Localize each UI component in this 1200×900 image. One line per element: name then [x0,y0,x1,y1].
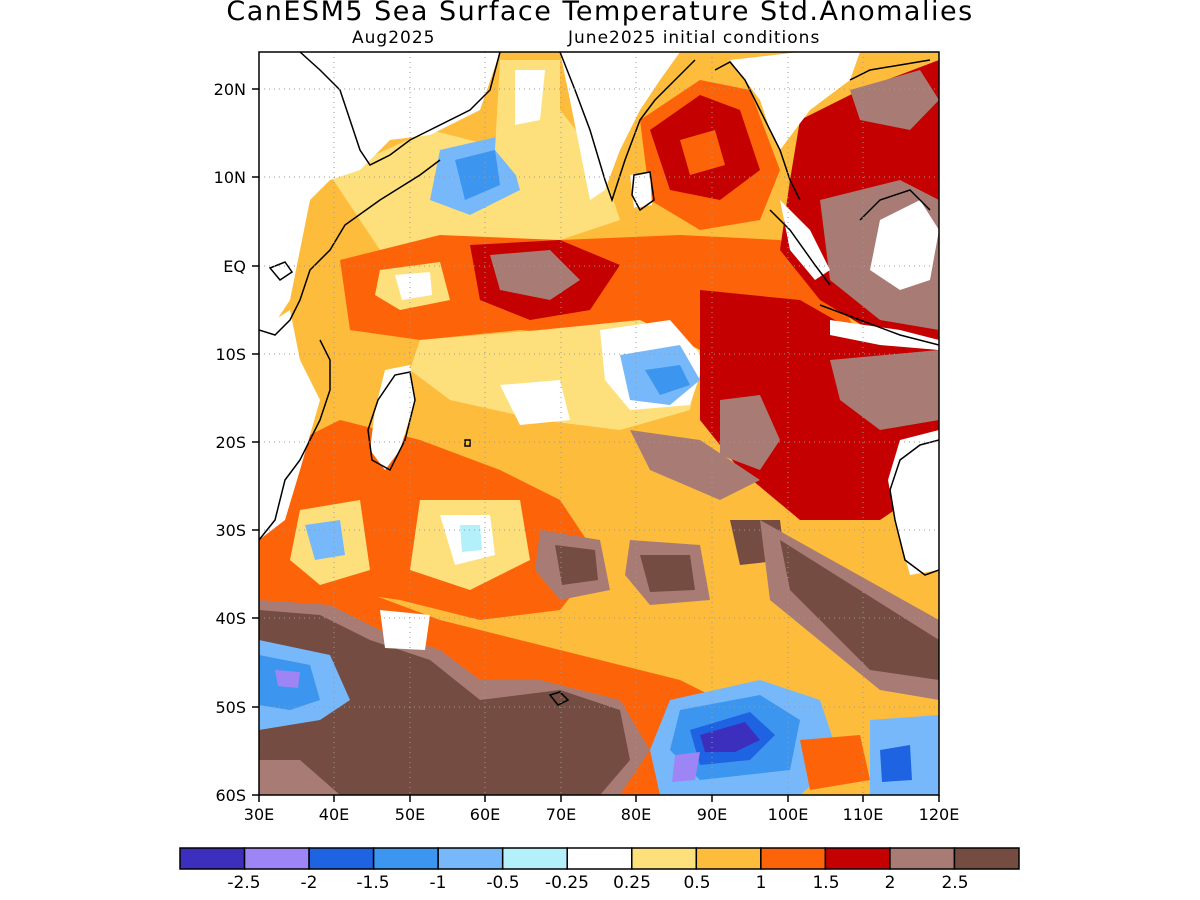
lat-label: 10S [215,345,246,364]
lat-label: 40S [215,609,246,628]
lon-label: 60E [470,805,500,824]
colorbar-swatch [695,847,762,870]
lon-label: 100E [768,805,809,824]
lon-label: 80E [621,805,651,824]
lat-label: 60S [215,786,246,805]
tick-marks [252,88,940,802]
anomaly-field [259,52,939,795]
colorbar-label: 1.5 [812,873,839,893]
colorbar-swatch [243,847,310,870]
colorbar-label: -1.5 [356,873,389,893]
colorbar-label: -2.5 [227,873,260,893]
lat-label: 50S [215,698,246,717]
initial-conditions: June2025 initial conditions [568,28,821,48]
lon-label: 120E [919,805,960,824]
lat-label: 20N [214,80,246,99]
lon-labels: 30E 40E 50E 60E 70E 80E 90E 100E 110E 12… [244,805,960,824]
colorbar-swatch [308,847,375,870]
colorbar-swatch [501,847,568,870]
colorbar: -2.5 -2 -1.5 -1 -0.5 -0.25 0.25 0.5 1 1.… [179,847,1020,893]
colorbar-swatch [437,847,504,870]
colorbar-label: 0.5 [683,873,710,893]
lat-label: 30S [215,521,246,540]
colorbar-swatch [889,847,956,870]
forecast-month: Aug2025 [352,28,436,48]
lat-labels: 20N 10N EQ 10S 20S 30S 40S 50S 60S [214,80,246,805]
lat-label: EQ [223,257,246,276]
lon-label: 110E [843,805,884,824]
colorbar-label: -0.5 [486,873,519,893]
colorbar-label: 2.5 [941,873,968,893]
colorbar-swatch [631,847,698,870]
lon-label: 40E [319,805,349,824]
colorbar-label: -1 [430,873,447,893]
lat-label: 20S [215,433,246,452]
colorbar-label: 0.25 [613,873,651,893]
colorbar-label: -0.25 [545,873,589,893]
lon-label: 30E [244,805,274,824]
lon-label: 90E [697,805,727,824]
colorbar-label: 2 [885,873,896,893]
colorbar-swatch [372,847,439,870]
map-frame [258,51,940,796]
colorbar-swatch [953,847,1020,870]
grid-lines [259,52,939,795]
colorbar-swatch [824,847,891,870]
colorbar-swatch [760,847,827,870]
chart-title: CanESM5 Sea Surface Temperature Std.Anom… [226,0,974,27]
colorbar-label: -2 [301,873,318,893]
lat-label: 10N [214,168,246,187]
colorbar-swatch [179,847,246,870]
coastlines [259,52,939,706]
colorbar-swatch [566,847,633,870]
colorbar-label: 1 [756,873,767,893]
lon-label: 70E [546,805,576,824]
lon-label: 50E [395,805,425,824]
